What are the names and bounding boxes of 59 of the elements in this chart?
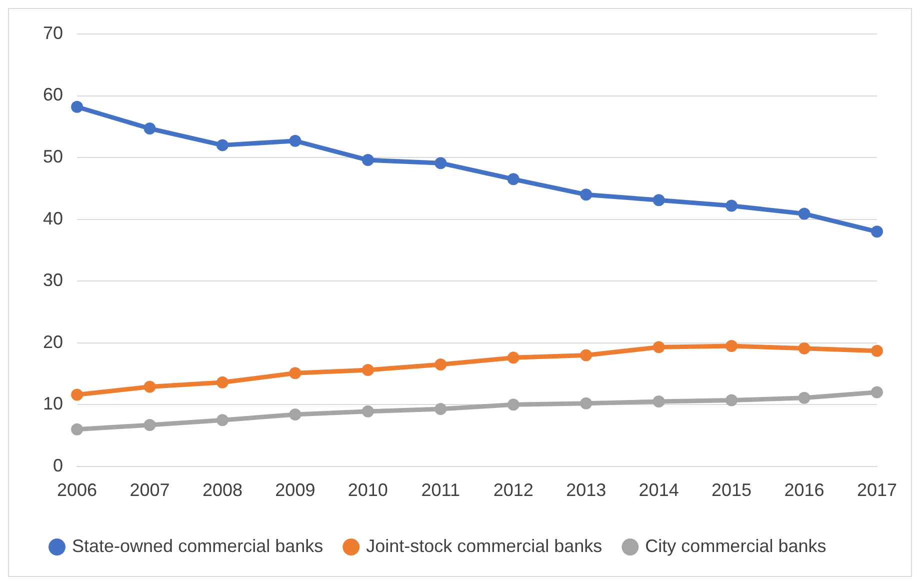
x-tick-label: 2011 — [421, 480, 460, 500]
x-tick-label: 2006 — [57, 480, 98, 500]
x-tick-label: 2012 — [493, 480, 534, 500]
point — [652, 341, 665, 354]
y-tick-label: 60 — [42, 84, 64, 105]
point — [71, 423, 84, 436]
x-tick-label: 2016 — [784, 480, 824, 500]
point — [362, 364, 374, 376]
legend-label: Joint-stock commercial banks — [366, 536, 602, 556]
y-tick-label: 70 — [42, 22, 64, 43]
point — [798, 342, 810, 354]
point — [289, 367, 302, 380]
point — [870, 226, 883, 238]
point — [580, 397, 592, 410]
point — [507, 173, 520, 186]
point — [289, 408, 302, 421]
x-tick-label: 2015 — [712, 480, 752, 500]
point — [362, 154, 374, 166]
point — [362, 405, 374, 418]
x-tick-label: 2013 — [566, 480, 606, 500]
x-tick-label: 2009 — [275, 480, 316, 500]
y-tick-label: 30 — [42, 270, 64, 290]
y-tick-label: 0 — [53, 455, 64, 476]
point — [726, 200, 738, 212]
x-tick-label: 2010 — [348, 480, 388, 500]
point — [434, 157, 447, 170]
point — [580, 188, 592, 201]
point — [580, 349, 592, 362]
point — [870, 344, 883, 357]
point — [652, 396, 665, 408]
x-tick-label: 2017 — [856, 480, 897, 500]
point — [434, 358, 447, 370]
y-tick-label: 20 — [42, 332, 64, 352]
point — [798, 208, 810, 220]
point — [216, 414, 228, 426]
point — [652, 194, 665, 206]
point — [798, 392, 810, 404]
point — [870, 386, 883, 398]
point — [71, 388, 84, 401]
point — [726, 394, 738, 406]
point — [289, 134, 302, 147]
y-tick-label: 50 — [42, 146, 64, 167]
point — [434, 402, 447, 415]
point — [144, 419, 156, 432]
x-tick-label: 2014 — [638, 480, 679, 500]
x-tick-label: 2007 — [130, 480, 170, 500]
point — [507, 398, 520, 411]
y-tick-label: 10 — [42, 394, 64, 414]
legend-label: City commercial banks — [645, 536, 826, 556]
point — [726, 340, 738, 352]
point — [216, 376, 228, 388]
point — [71, 100, 84, 113]
point — [144, 122, 156, 135]
point — [216, 139, 228, 152]
x-tick-label: 2008 — [202, 480, 242, 500]
point — [507, 352, 520, 364]
legend-label: State-owned commercial banks — [72, 536, 324, 556]
point — [144, 380, 156, 393]
y-tick-label: 40 — [42, 208, 64, 228]
